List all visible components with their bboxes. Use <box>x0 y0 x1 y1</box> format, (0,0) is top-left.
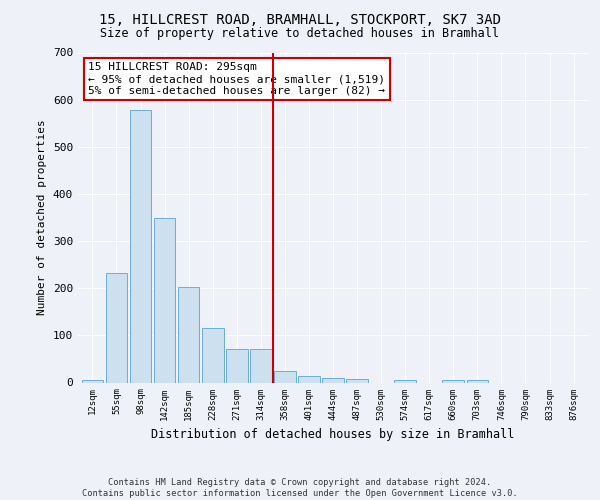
Text: Size of property relative to detached houses in Bramhall: Size of property relative to detached ho… <box>101 28 499 40</box>
Text: 15, HILLCREST ROAD, BRAMHALL, STOCKPORT, SK7 3AD: 15, HILLCREST ROAD, BRAMHALL, STOCKPORT,… <box>99 12 501 26</box>
Bar <box>274 370 296 382</box>
Bar <box>298 376 320 382</box>
Y-axis label: Number of detached properties: Number of detached properties <box>37 120 47 316</box>
Bar <box>154 218 175 382</box>
Bar <box>130 110 151 382</box>
Bar <box>250 348 272 382</box>
Bar <box>82 380 103 382</box>
Bar <box>226 348 248 382</box>
X-axis label: Distribution of detached houses by size in Bramhall: Distribution of detached houses by size … <box>151 428 515 441</box>
Bar <box>322 378 344 382</box>
Text: Contains HM Land Registry data © Crown copyright and database right 2024.
Contai: Contains HM Land Registry data © Crown c… <box>82 478 518 498</box>
Text: 15 HILLCREST ROAD: 295sqm
← 95% of detached houses are smaller (1,519)
5% of sem: 15 HILLCREST ROAD: 295sqm ← 95% of detac… <box>88 62 385 96</box>
Bar <box>106 272 127 382</box>
Bar <box>346 378 368 382</box>
Bar <box>467 380 488 382</box>
Bar <box>202 328 224 382</box>
Bar <box>442 380 464 382</box>
Bar <box>394 380 416 382</box>
Bar <box>178 288 199 382</box>
